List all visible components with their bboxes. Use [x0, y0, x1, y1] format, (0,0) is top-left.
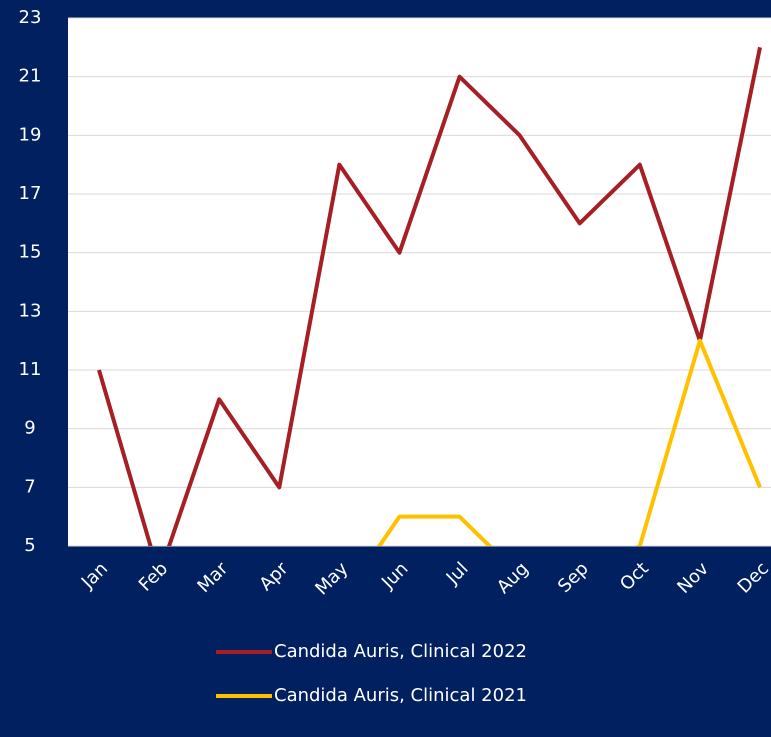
x-tick-label: Mar: [193, 558, 232, 597]
x-tick-label: Aug: [493, 558, 533, 598]
y-tick-label: 13: [19, 300, 42, 321]
y-tick-label: 21: [19, 66, 42, 87]
y-tick-label: 23: [19, 7, 42, 28]
x-tick-label: Jan: [77, 558, 112, 593]
legend-label: Candida Auris, Clinical 2022: [274, 641, 527, 662]
x-tick-label: Jul: [442, 558, 473, 589]
y-tick-label: 11: [19, 359, 42, 380]
x-tick-label: Oct: [616, 558, 653, 595]
series-line: [97, 46, 762, 546]
legend-label: Candida Auris, Clinical 2021: [274, 685, 527, 706]
y-tick-label: 7: [24, 476, 35, 497]
x-tick-label: Nov: [673, 558, 713, 598]
x-tick-label: Apr: [255, 558, 292, 595]
y-tick-label: 5: [24, 535, 35, 556]
x-tick-label: Feb: [135, 558, 172, 595]
series-line: [377, 338, 762, 546]
x-tick-label: Sep: [554, 558, 593, 597]
x-tick-label: Dec: [734, 558, 771, 597]
y-tick-label: 17: [19, 183, 42, 204]
x-tick-label: Jun: [377, 558, 412, 593]
y-tick-label: 15: [19, 242, 42, 263]
plot-area: [68, 18, 771, 546]
x-tick-label: May: [311, 558, 352, 599]
y-tick-label: 19: [19, 124, 42, 145]
y-tick-label: 9: [24, 418, 35, 439]
